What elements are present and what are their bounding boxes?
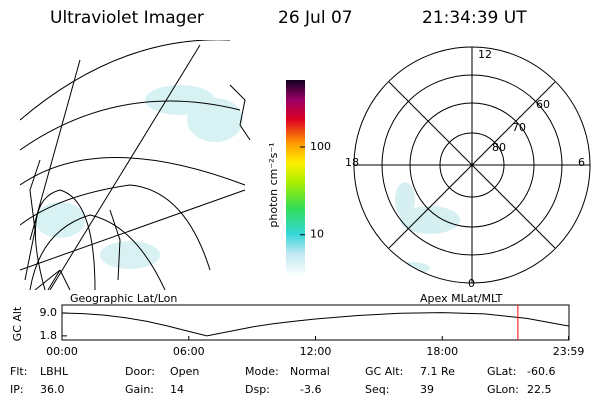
x-tick-label: 12:00 bbox=[300, 345, 332, 358]
altitude-frame bbox=[61, 304, 570, 341]
field-label: GLon: bbox=[487, 383, 519, 396]
field-label: Gain: bbox=[125, 383, 154, 396]
altitude-label: GC Alt bbox=[11, 306, 24, 341]
field-value: Normal bbox=[290, 365, 330, 378]
aurora-image bbox=[390, 182, 460, 274]
field-value: -3.6 bbox=[300, 383, 321, 396]
field-label: Door: bbox=[125, 365, 155, 378]
geographic-map bbox=[20, 40, 251, 290]
y-tick-label: 9.0 bbox=[40, 306, 58, 319]
colorbar-tick-label: 100 bbox=[310, 140, 331, 153]
geographic-label: Geographic Lat/Lon bbox=[70, 292, 177, 305]
field-value: -60.6 bbox=[527, 365, 555, 378]
mlat-label: 60 bbox=[536, 98, 550, 111]
date: 26 Jul 07 bbox=[278, 8, 353, 28]
field-value: 14 bbox=[170, 383, 184, 396]
field-label: GC Alt: bbox=[365, 365, 403, 378]
field-label: IP: bbox=[10, 383, 24, 396]
x-tick-label: 00:00 bbox=[46, 345, 78, 358]
y-tick-label: 1.8 bbox=[40, 329, 58, 342]
field-value: 7.1 Re bbox=[420, 365, 455, 378]
field-label: GLat: bbox=[487, 365, 516, 378]
colorbar-label: photon cm⁻²s⁻¹ bbox=[267, 142, 280, 227]
colorbar bbox=[286, 80, 305, 277]
time: 21:34:39 UT bbox=[422, 8, 527, 28]
x-tick-label: 18:00 bbox=[426, 345, 458, 358]
altitude-line bbox=[61, 312, 569, 337]
field-label: Dsp: bbox=[245, 383, 270, 396]
mlat-label: 80 bbox=[492, 141, 506, 154]
polar-grid bbox=[353, 46, 591, 284]
field-value: Open bbox=[170, 365, 199, 378]
polar-label: Apex MLat/MLT bbox=[420, 292, 503, 305]
title: Ultraviolet Imager bbox=[50, 8, 204, 28]
mlt-label: 0 bbox=[468, 277, 475, 290]
x-tick-label: 23:59 bbox=[553, 345, 585, 358]
x-tick-label: 06:00 bbox=[173, 345, 205, 358]
field-label: Mode: bbox=[245, 365, 279, 378]
field-value: 36.0 bbox=[40, 383, 65, 396]
mlt-label: 12 bbox=[478, 48, 492, 61]
field-label: Flt: bbox=[10, 365, 27, 378]
mlat-label: 70 bbox=[512, 121, 526, 134]
field-label: Seq: bbox=[365, 383, 389, 396]
mlt-label: 18 bbox=[345, 156, 359, 169]
field-value: 22.5 bbox=[527, 383, 552, 396]
field-value: LBHL bbox=[40, 365, 69, 378]
field-value: 39 bbox=[420, 383, 434, 396]
mlt-label: 6 bbox=[578, 156, 585, 169]
colorbar-tick-label: 10 bbox=[310, 228, 324, 241]
